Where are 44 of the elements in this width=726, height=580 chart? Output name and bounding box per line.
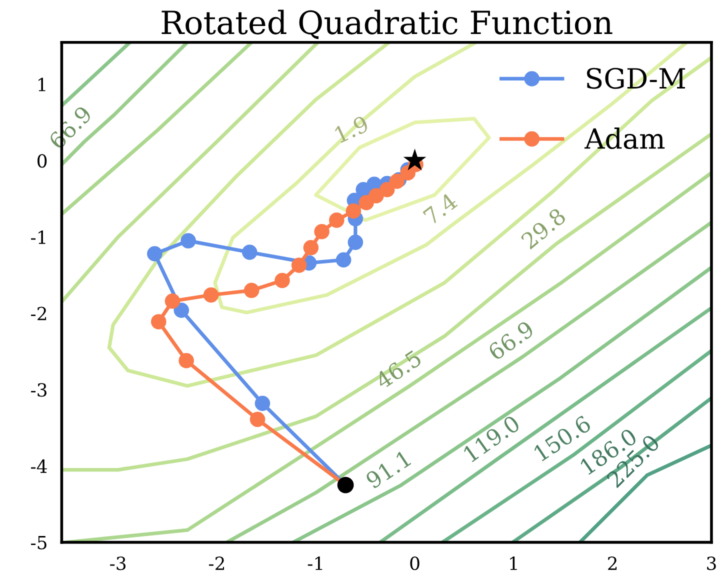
- annotation: 1.9: [334, 115, 370, 144]
- y-tick-label: -5: [31, 536, 46, 550]
- y-tick-label: -3: [31, 383, 46, 397]
- point: [368, 188, 384, 204]
- x-tick-label: 2: [608, 556, 617, 570]
- point: [180, 233, 196, 248]
- point: [242, 244, 258, 260]
- y-tick-label: -4: [31, 459, 47, 473]
- point: [329, 212, 344, 228]
- annotation: 46.5: [374, 349, 422, 390]
- y-tick-label: 1: [38, 78, 46, 92]
- x-tick-label: 3: [707, 556, 716, 570]
- point: [403, 148, 426, 170]
- y-tick-label: -1: [31, 230, 46, 244]
- point: [244, 282, 260, 298]
- point: [314, 224, 330, 240]
- chart-title: Rotated Quadratic Function: [162, 10, 612, 40]
- legend-label: Adam: [584, 128, 665, 150]
- point: [254, 396, 270, 412]
- x-tick-label: -1: [308, 556, 322, 570]
- point: [379, 182, 395, 198]
- annotation: 91.1: [364, 450, 412, 490]
- x-tick-label: -2: [208, 556, 224, 570]
- point: [178, 352, 194, 368]
- x-tick-label: 0: [410, 556, 420, 570]
- point: [348, 234, 364, 250]
- x-tick-label: 1: [510, 556, 517, 570]
- point: [164, 293, 180, 309]
- x-tick-label: -3: [110, 556, 126, 570]
- point: [147, 246, 162, 262]
- point: [303, 240, 319, 256]
- y-tick-label: -2: [31, 306, 46, 320]
- point: [250, 412, 266, 428]
- point: [174, 302, 190, 318]
- point: [150, 314, 166, 330]
- point: [291, 258, 307, 273]
- point: [274, 272, 290, 288]
- y-tick-label: 0: [38, 154, 47, 168]
- point: [336, 252, 352, 268]
- legend-label: SGD-M: [586, 68, 686, 89]
- point: [346, 203, 362, 219]
- annotation: 7.4: [422, 192, 458, 226]
- annotation: 66.9: [487, 320, 535, 361]
- point: [203, 287, 219, 303]
